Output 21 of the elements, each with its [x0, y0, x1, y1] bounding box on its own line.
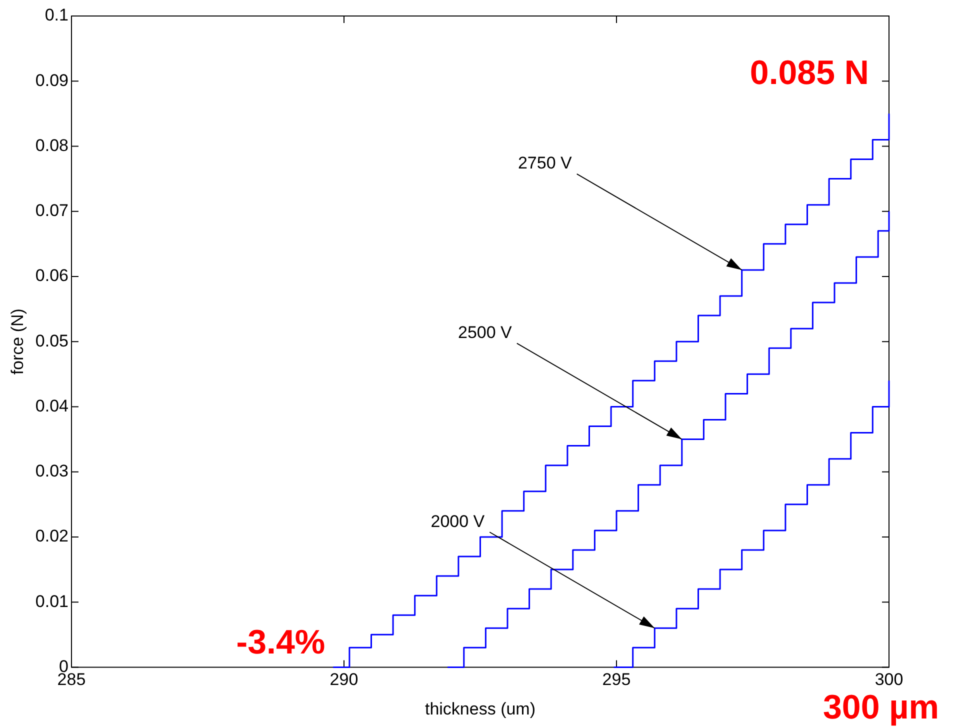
y-tick-label: 0.09 [35, 70, 68, 90]
y-tick-label: 0.04 [35, 396, 68, 416]
annotation: -3.4% [236, 624, 326, 662]
x-axis-title: thickness (um) [424, 699, 536, 718]
y-tick-label: 0.07 [35, 201, 68, 220]
annotation: 2750 V [518, 154, 572, 173]
y-tick-label: 0.03 [35, 462, 68, 481]
x-tick-label: 300 [874, 670, 904, 690]
y-tick-label: 0.02 [35, 526, 68, 546]
y-tick-label: 0.08 [35, 136, 68, 155]
y-tick-label: 0.05 [35, 331, 68, 350]
text: 300 µm [823, 688, 939, 726]
annotation: 0.085 N [750, 54, 869, 92]
y-tick-label: 0.1 [44, 6, 68, 25]
x-tick-label: 290 [330, 670, 358, 690]
annotation: 2500 V [458, 322, 513, 342]
y-tick-label: 0.01 [35, 592, 68, 611]
y-axis-title: force (N) [8, 308, 27, 375]
x-tick-label: 295 [602, 670, 631, 690]
annotation: 2000 V [430, 512, 486, 531]
y-tick-label: 0.06 [35, 266, 68, 286]
